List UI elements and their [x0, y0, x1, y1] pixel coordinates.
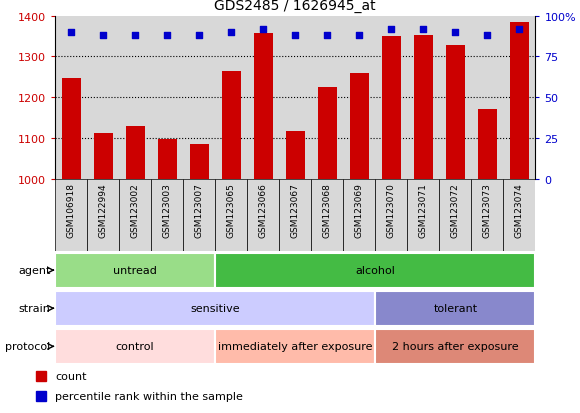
Bar: [414, 36, 433, 179]
Point: [162, 33, 172, 39]
Text: protocol: protocol: [5, 342, 50, 351]
Point: [194, 33, 204, 39]
Text: immediately after exposure: immediately after exposure: [218, 342, 372, 351]
Text: alcohol: alcohol: [356, 266, 395, 275]
Bar: [190, 145, 209, 179]
Bar: [253, 33, 273, 179]
Point: [322, 33, 332, 39]
Text: GSM123007: GSM123007: [195, 183, 204, 237]
Bar: [183, 179, 215, 252]
Bar: [55, 253, 215, 288]
Bar: [445, 46, 465, 179]
Bar: [375, 179, 407, 252]
Point: [67, 29, 76, 36]
Bar: [119, 179, 151, 252]
Point: [259, 26, 268, 33]
Text: tolerant: tolerant: [433, 304, 477, 313]
Text: GSM123067: GSM123067: [291, 183, 300, 237]
Text: count: count: [55, 371, 86, 381]
Text: GSM123073: GSM123073: [483, 183, 492, 237]
Text: GSM123003: GSM123003: [162, 183, 172, 237]
Text: GSM123069: GSM123069: [355, 183, 364, 237]
Bar: [343, 179, 375, 252]
Text: control: control: [116, 342, 154, 351]
Bar: [285, 131, 305, 179]
Bar: [215, 253, 535, 288]
Title: GDS2485 / 1626945_at: GDS2485 / 1626945_at: [215, 0, 376, 13]
Point: [387, 26, 396, 33]
Text: 2 hours after exposure: 2 hours after exposure: [392, 342, 519, 351]
Text: percentile rank within the sample: percentile rank within the sample: [55, 391, 243, 401]
Bar: [93, 133, 113, 179]
Bar: [215, 329, 375, 364]
Text: GSM123072: GSM123072: [451, 183, 460, 237]
Point: [354, 33, 364, 39]
Bar: [279, 179, 311, 252]
Text: GSM123074: GSM123074: [515, 183, 524, 237]
Point: [130, 33, 140, 39]
Text: agent: agent: [18, 266, 50, 275]
Bar: [61, 78, 81, 179]
Bar: [318, 88, 337, 179]
Point: [99, 33, 108, 39]
Bar: [439, 179, 472, 252]
Bar: [55, 329, 215, 364]
Bar: [375, 329, 535, 364]
Bar: [87, 179, 119, 252]
Bar: [472, 179, 503, 252]
Point: [451, 29, 460, 36]
Text: GSM123068: GSM123068: [322, 183, 332, 237]
Text: GSM123066: GSM123066: [259, 183, 268, 237]
Text: GSM123065: GSM123065: [227, 183, 235, 237]
Text: untread: untread: [113, 266, 157, 275]
Bar: [55, 179, 87, 252]
Bar: [311, 179, 343, 252]
Point: [419, 26, 428, 33]
Bar: [222, 72, 241, 179]
Text: strain: strain: [19, 304, 50, 313]
Point: [514, 26, 524, 33]
Bar: [375, 291, 535, 326]
Bar: [510, 23, 529, 179]
Text: GSM123071: GSM123071: [419, 183, 428, 237]
Point: [227, 29, 236, 36]
Text: GSM106918: GSM106918: [67, 183, 75, 238]
Text: sensitive: sensitive: [190, 304, 240, 313]
Bar: [478, 110, 497, 179]
Point: [291, 33, 300, 39]
Text: GSM122994: GSM122994: [99, 183, 108, 237]
Bar: [247, 179, 279, 252]
Text: GSM123070: GSM123070: [387, 183, 396, 237]
Bar: [350, 74, 369, 179]
Bar: [503, 179, 535, 252]
Bar: [151, 179, 183, 252]
Bar: [158, 140, 177, 179]
Point: [483, 33, 492, 39]
Bar: [125, 126, 145, 179]
Text: GSM123002: GSM123002: [130, 183, 140, 237]
Bar: [55, 291, 375, 326]
Bar: [215, 179, 247, 252]
Bar: [407, 179, 439, 252]
Bar: [382, 37, 401, 179]
